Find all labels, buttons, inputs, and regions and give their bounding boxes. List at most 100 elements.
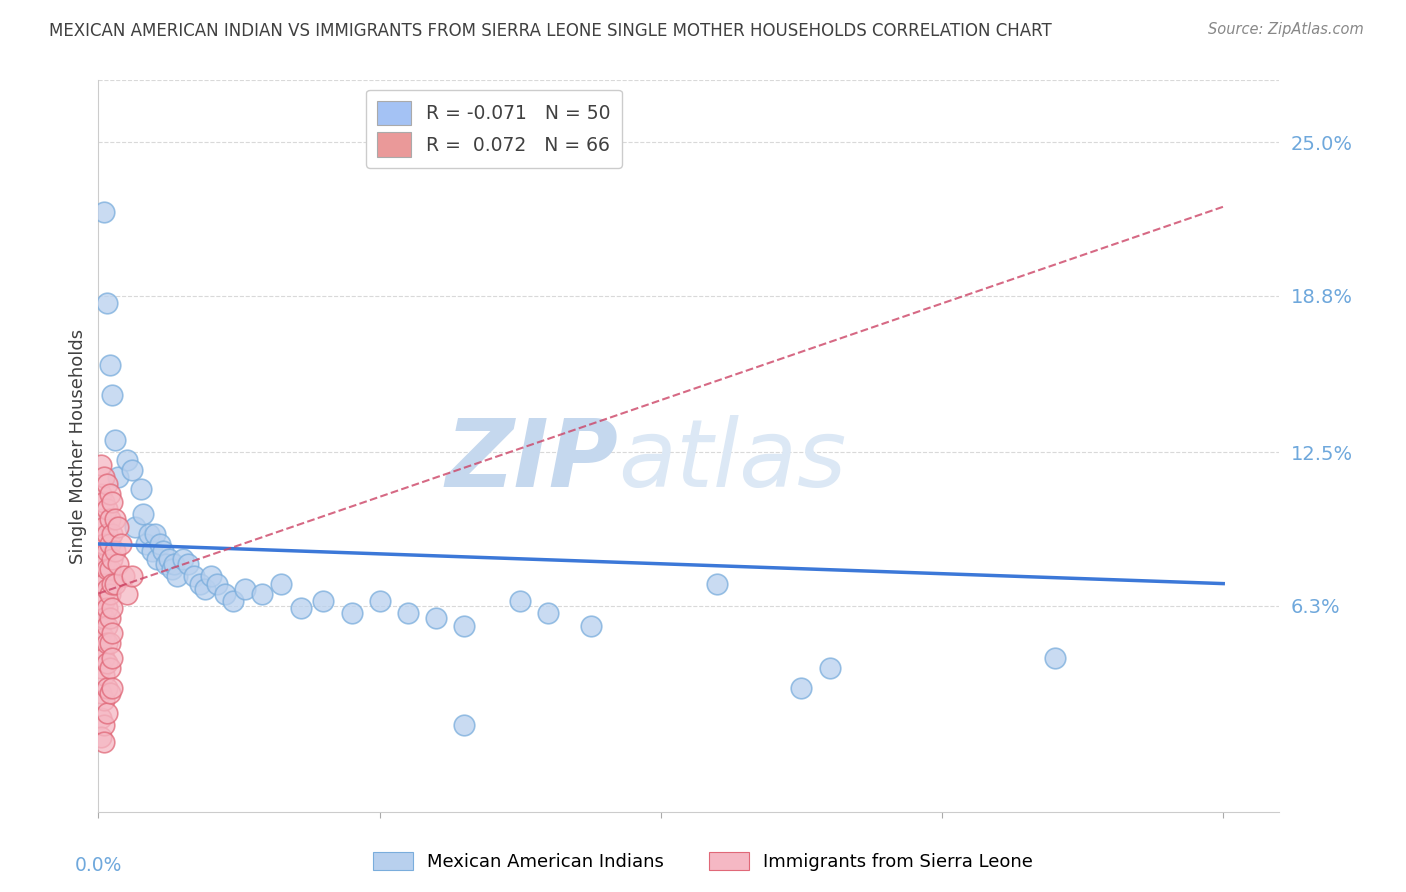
Point: [90, 586, 112, 600]
Point: [98, 537, 121, 551]
Text: MEXICAN AMERICAN INDIAN VS IMMIGRANTS FROM SIERRA LEONE SINGLE MOTHER HOUSEHOLDS: MEXICAN AMERICAN INDIAN VS IMMIGRANTS FR…: [49, 22, 1052, 40]
Text: 0.0%: 0.0%: [75, 855, 122, 875]
Point: [98, 562, 121, 576]
Point: [368, 594, 391, 608]
Point: [90, 512, 112, 526]
Point: [101, 388, 124, 402]
Point: [93, 495, 115, 509]
Point: [172, 551, 194, 566]
Point: [115, 452, 138, 467]
Point: [163, 557, 186, 571]
Point: [107, 557, 129, 571]
Point: [188, 576, 211, 591]
Point: [107, 519, 129, 533]
Point: [90, 626, 112, 640]
Point: [101, 681, 124, 695]
Point: [132, 507, 155, 521]
Point: [96, 562, 118, 576]
Point: [96, 601, 118, 615]
Point: [146, 551, 169, 566]
Point: [222, 594, 245, 608]
Text: ZIP: ZIP: [446, 415, 619, 507]
Point: [93, 651, 115, 665]
Point: [205, 576, 228, 591]
Point: [129, 483, 152, 497]
Point: [706, 576, 728, 591]
Point: [90, 731, 112, 745]
Point: [90, 458, 112, 472]
Point: [115, 586, 138, 600]
Point: [96, 636, 118, 650]
Point: [312, 594, 335, 608]
Point: [93, 576, 115, 591]
Point: [93, 594, 115, 608]
Point: [93, 204, 115, 219]
Point: [90, 551, 112, 566]
Point: [96, 706, 118, 720]
Point: [818, 661, 841, 675]
Point: [96, 527, 118, 541]
Point: [138, 527, 160, 541]
Point: [453, 619, 475, 633]
Y-axis label: Single Mother Households: Single Mother Households: [69, 328, 87, 564]
Point: [250, 586, 273, 600]
Point: [96, 477, 118, 491]
Point: [90, 532, 112, 546]
Point: [93, 693, 115, 707]
Point: [96, 296, 118, 310]
Point: [96, 544, 118, 558]
Point: [90, 607, 112, 621]
Point: [214, 586, 236, 600]
Point: [183, 569, 205, 583]
Point: [141, 544, 163, 558]
Point: [121, 462, 143, 476]
Point: [98, 661, 121, 675]
Point: [101, 527, 124, 541]
Point: [425, 611, 447, 625]
Point: [104, 544, 127, 558]
Point: [453, 718, 475, 732]
Point: [90, 686, 112, 700]
Point: [124, 519, 146, 533]
Point: [579, 619, 602, 633]
Point: [149, 537, 172, 551]
Point: [233, 582, 256, 596]
Point: [155, 557, 177, 571]
Point: [96, 656, 118, 670]
Point: [96, 681, 118, 695]
Point: [104, 433, 127, 447]
Point: [101, 626, 124, 640]
Point: [104, 512, 127, 526]
Point: [396, 607, 419, 621]
Point: [90, 569, 112, 583]
Point: [340, 607, 363, 621]
Point: [160, 562, 183, 576]
Point: [90, 661, 112, 675]
Point: [110, 537, 132, 551]
Point: [166, 569, 188, 583]
Point: [537, 607, 560, 621]
Point: [90, 710, 112, 724]
Point: [101, 651, 124, 665]
Legend: Mexican American Indians, Immigrants from Sierra Leone: Mexican American Indians, Immigrants fro…: [366, 845, 1040, 879]
Point: [96, 502, 118, 516]
Point: [90, 487, 112, 501]
Point: [98, 611, 121, 625]
Point: [1043, 651, 1066, 665]
Point: [509, 594, 531, 608]
Point: [93, 537, 115, 551]
Point: [98, 636, 121, 650]
Point: [790, 681, 813, 695]
Point: [98, 512, 121, 526]
Point: [135, 537, 157, 551]
Point: [101, 601, 124, 615]
Point: [98, 686, 121, 700]
Point: [98, 487, 121, 501]
Point: [93, 718, 115, 732]
Point: [104, 576, 127, 591]
Point: [93, 631, 115, 645]
Point: [98, 586, 121, 600]
Point: [121, 569, 143, 583]
Point: [96, 582, 118, 596]
Point: [107, 470, 129, 484]
